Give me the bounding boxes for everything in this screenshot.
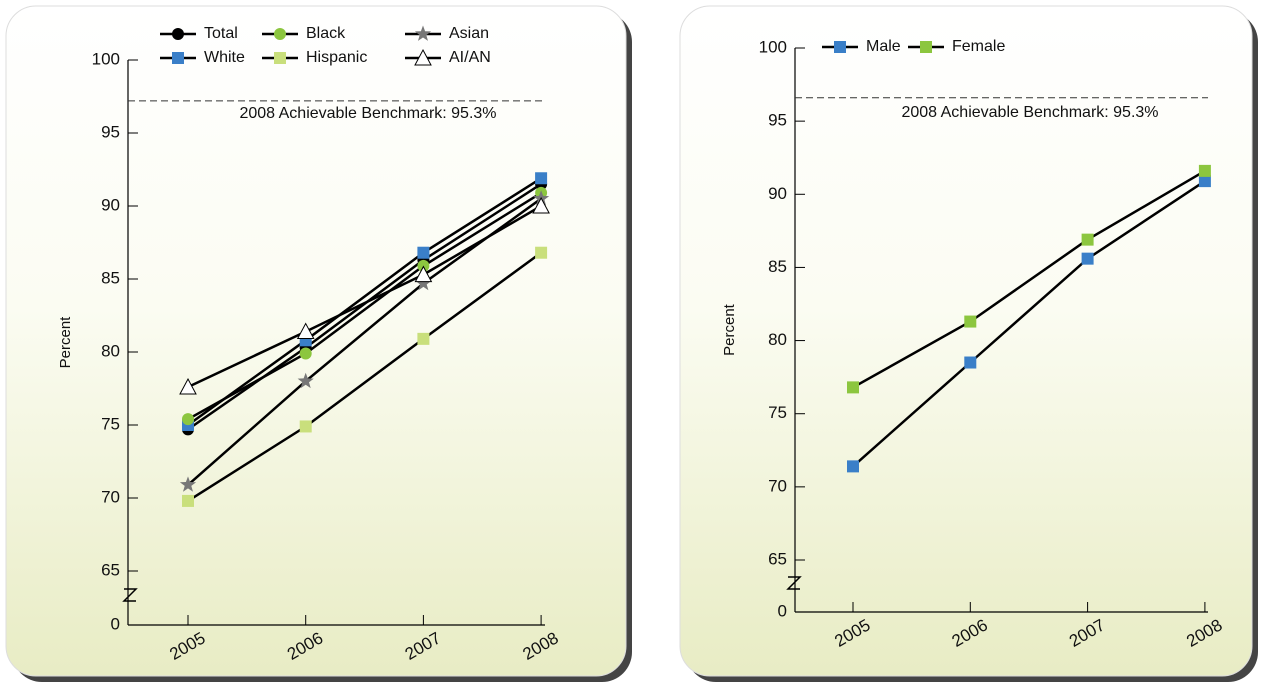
legend-marker [834,41,846,53]
legend-marker [414,48,432,66]
y-tick-label: 75 [768,403,787,422]
y-tick-label: 90 [768,184,787,203]
legend-label: Female [952,38,1005,55]
point [417,332,430,345]
point [964,315,977,328]
y-tick-label: 95 [101,122,120,141]
legend-label: White [204,49,245,66]
y-tick-label: 65 [101,560,120,579]
point [1198,164,1211,177]
legend-label: Total [204,25,238,42]
point [182,494,194,507]
legend-marker [172,28,184,40]
legend-label: Asian [449,25,489,42]
point [1081,233,1094,246]
annotation: 2008 Achievable Benchmark: 95.3% [901,104,1158,121]
point [296,322,315,340]
legend-label: Black [306,25,346,42]
legend-label: AI/AN [449,49,491,66]
point [1198,175,1211,188]
legend-marker [274,28,286,40]
y-axis-title: Percent [721,303,738,356]
y-tick-label: 70 [101,487,120,506]
point [182,413,194,426]
series-line [187,251,542,502]
y-tick-label: 80 [101,341,120,360]
legend-label: Male [866,38,901,55]
point [535,246,548,259]
point [417,246,430,259]
y-tick-label: 90 [101,195,120,214]
y-tick-label: 100 [759,37,787,56]
axis-break [122,588,138,602]
panel [679,5,1253,677]
y-tick-label: 70 [768,476,787,495]
y-tick-label: 75 [101,414,120,433]
point [964,356,977,369]
y-tick-label: 85 [101,268,120,287]
legend-marker [414,25,432,41]
point [847,381,859,394]
y-tick-label: 85 [768,257,787,276]
y-tick-label: 80 [768,330,787,349]
point [299,347,312,360]
y-axis-title: Percent [57,316,74,369]
point [299,420,312,433]
series-line [187,204,542,389]
y-tick-label: 95 [768,111,787,130]
series-line [187,191,542,421]
legend-marker [920,41,932,53]
y-tick-label: 100 [92,49,120,68]
legend-marker [172,52,184,64]
point [535,172,548,185]
point [532,196,550,214]
point [847,460,859,473]
point [179,476,197,492]
series-line [852,180,1206,468]
point [297,372,314,389]
point [179,377,197,395]
legend-marker [274,52,286,64]
series-line [852,169,1206,389]
y-tick-label: 0 [111,614,120,633]
series-line [187,177,542,427]
axis-break [786,576,802,590]
point [1081,252,1094,265]
annotation: 2008 Achievable Benchmark: 95.3% [239,105,496,122]
legend-label: Hispanic [306,49,367,66]
point [415,274,432,291]
y-tick-label: 65 [768,549,787,568]
point [414,265,433,283]
y-tick-label: 0 [778,601,787,620]
